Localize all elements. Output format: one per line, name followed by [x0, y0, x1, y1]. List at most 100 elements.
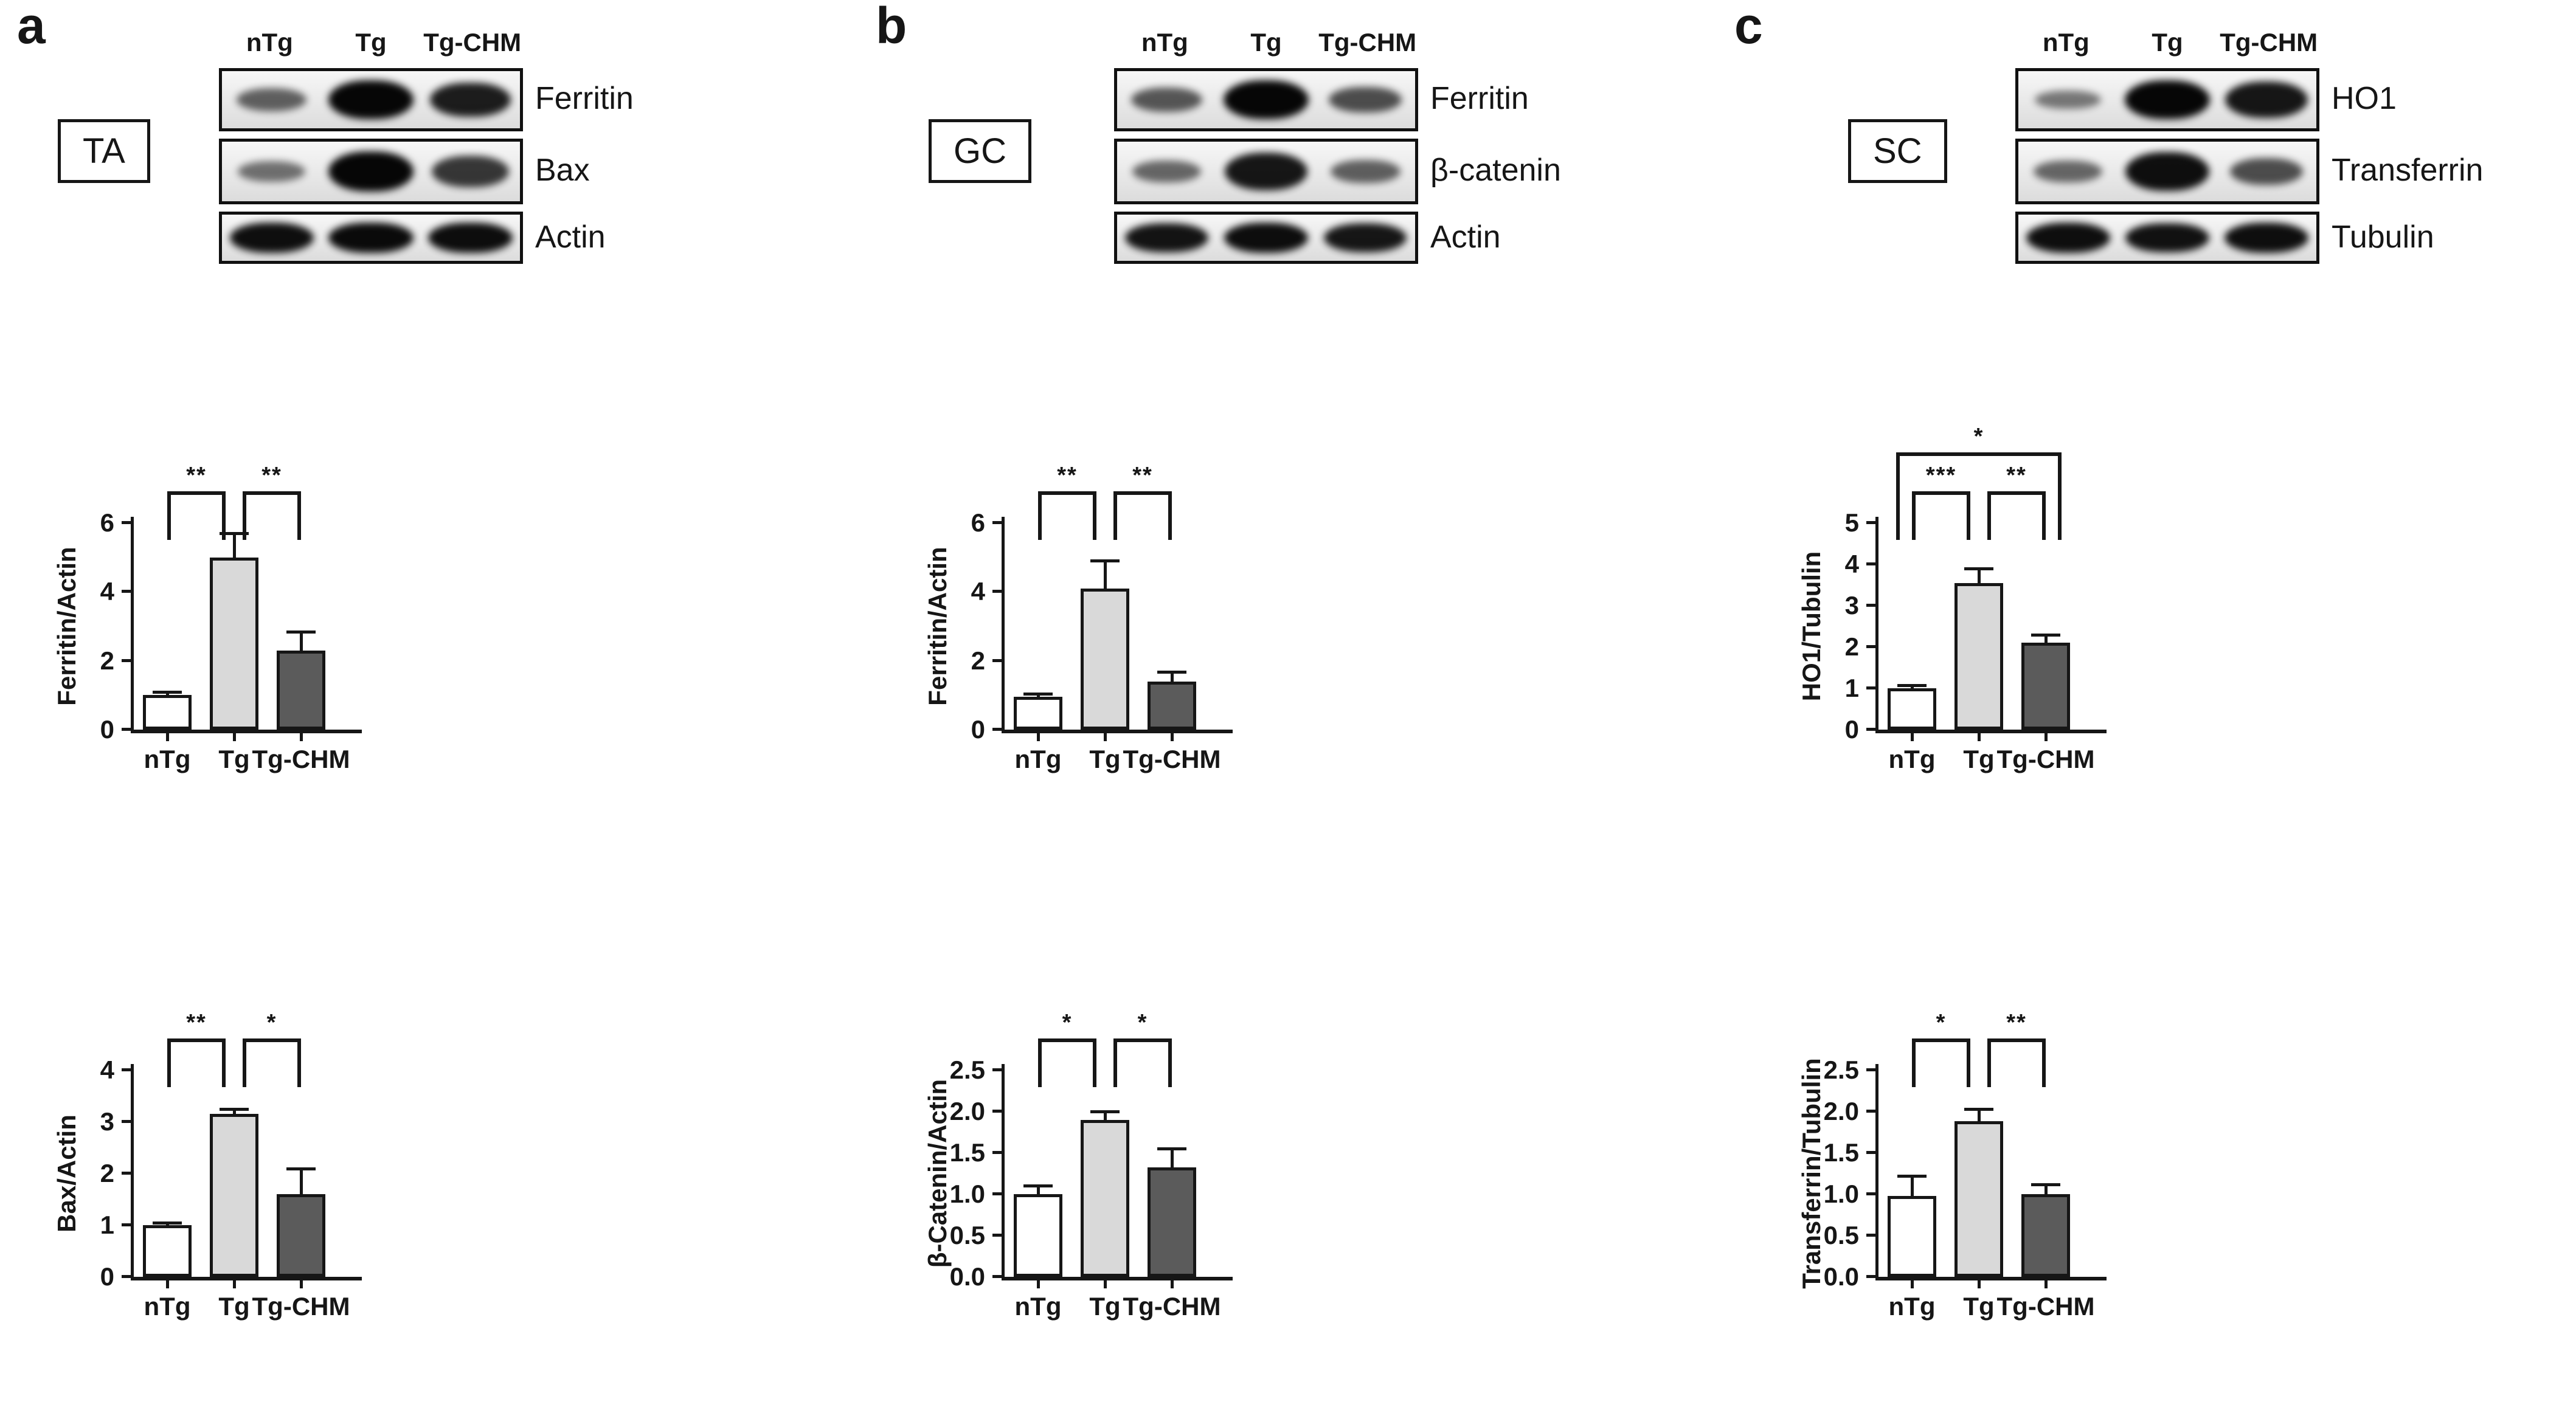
y-tick	[122, 1172, 131, 1175]
blot-band	[229, 223, 314, 253]
error-bar-cap	[1157, 1147, 1186, 1151]
x-tick	[300, 1280, 303, 1288]
y-tick	[992, 1275, 1002, 1278]
significance-bracket-leg	[1987, 491, 1991, 540]
blot-band	[328, 80, 414, 119]
blot-band	[2125, 151, 2210, 192]
y-tick-label: 1.0	[949, 1180, 985, 1208]
significance-stars: ***	[1925, 463, 1957, 488]
blot-band	[2225, 81, 2308, 118]
error-bar-cap	[2031, 633, 2060, 637]
lane-labels: nTg Tg Tg-CHM	[2015, 28, 2319, 57]
significance-bracket-leg	[1967, 1038, 1970, 1087]
y-tick-label: 0	[100, 715, 114, 744]
error-bar-cap	[1157, 670, 1186, 674]
x-category-label: Tg-CHM	[1123, 1292, 1221, 1321]
significance-bracket-leg	[222, 491, 226, 540]
y-tick	[1866, 686, 1875, 689]
blot-band	[1329, 87, 1402, 112]
blot-protein-label: Actin	[1430, 219, 1501, 255]
blot-lane	[2217, 142, 2316, 201]
y-tick-label: 2	[100, 646, 114, 675]
error-bar-cap	[220, 1107, 249, 1111]
tissue-label-box-gc: GC	[929, 119, 1031, 183]
error-bar-line	[1171, 671, 1174, 682]
significance-stars: *	[266, 1010, 277, 1035]
significance-bracket-leg	[1113, 491, 1117, 540]
x-category-label: nTg	[1014, 1292, 1062, 1321]
significance-bracket	[1912, 1038, 1970, 1042]
western-blot-ferritin-ta	[219, 68, 523, 131]
y-tick	[122, 1275, 131, 1278]
y-tick	[992, 1192, 1002, 1195]
blot-band	[2225, 223, 2309, 253]
significance-stars: *	[1973, 424, 1984, 449]
blot-lane	[421, 142, 520, 201]
blot-lane	[222, 142, 321, 201]
chart-ferritin-actin-gc: Ferritin/Actin 0 2 4 6 nTg Tg Tg-CHM ** **	[901, 444, 1290, 796]
significance-bracket	[1038, 1038, 1096, 1042]
y-tick-label: 0.5	[949, 1221, 985, 1249]
lane-labels: nTg Tg Tg-CHM	[219, 28, 523, 57]
lane-label-tg: Tg	[2152, 28, 2183, 57]
blot-band	[1324, 223, 1407, 252]
significance-bracket	[1896, 452, 2062, 456]
significance-bracket	[1113, 1038, 1172, 1042]
x-category-label: Tg-CHM	[1123, 745, 1221, 773]
bar	[1148, 681, 1196, 730]
blot-lane	[2018, 215, 2117, 261]
x-category-label: Tg	[1089, 1292, 1121, 1321]
error-bar-cap	[220, 532, 249, 535]
y-tick-label: 0	[1844, 715, 1859, 744]
y-axis-line	[131, 517, 134, 730]
x-category-label: Tg	[1963, 1292, 1995, 1321]
blot-band	[328, 222, 414, 254]
blot-lane	[2117, 142, 2217, 201]
x-axis-line	[1875, 730, 2107, 733]
lane-label-tg: Tg	[355, 28, 387, 57]
blot-band	[2034, 160, 2103, 183]
error-bar-line	[1978, 1108, 1981, 1122]
y-tick-label: 2	[1844, 632, 1859, 661]
blot-protein-label: β-catenin	[1430, 153, 1561, 188]
significance-bracket	[1987, 1038, 2046, 1042]
significance-stars: **	[1132, 463, 1153, 488]
blot-band	[1224, 222, 1309, 254]
x-category-label: Tg-CHM	[1996, 745, 2095, 773]
significance-bracket-leg	[167, 491, 171, 540]
y-tick-label: 2.5	[1823, 1056, 1859, 1084]
x-tick	[1104, 1280, 1107, 1288]
significance-bracket-leg	[1113, 1038, 1117, 1087]
y-tick	[992, 1234, 1002, 1237]
chart-ferritin-actin-ta: Ferritin/Actin 0 2 4 6 nTg Tg Tg-CHM ** **	[30, 444, 420, 796]
y-tick	[992, 1151, 1002, 1154]
panel-b: b nTg Tg Tg-CHM GC Ferritin β-catenin Ac…	[859, 0, 1717, 1427]
blot-band	[2026, 223, 2110, 253]
blot-lane	[421, 215, 520, 261]
y-tick-label: 0.0	[1823, 1262, 1859, 1291]
x-tick	[1037, 1280, 1040, 1288]
blot-lane	[222, 215, 321, 261]
blot-protein-label: Actin	[535, 219, 606, 255]
x-axis-line	[1002, 730, 1233, 733]
y-tick-label: 1	[1844, 674, 1859, 702]
x-category-label: nTg	[1014, 745, 1062, 773]
significance-bracket-leg	[2058, 452, 2062, 540]
x-category-label: Tg	[218, 745, 250, 773]
blot-band	[1223, 80, 1309, 119]
blot-protein-label: Bax	[535, 153, 590, 188]
significance-bracket-leg	[2042, 491, 2046, 540]
x-category-label: Tg	[1089, 745, 1121, 773]
y-tick-label: 1.5	[949, 1138, 985, 1167]
error-bar-cap	[1023, 692, 1053, 696]
tissue-label: GC	[954, 131, 1006, 171]
y-tick-label: 4	[1844, 550, 1859, 578]
bar	[1955, 1121, 2003, 1277]
blot-lane	[2217, 71, 2316, 128]
panel-a: a nTg Tg Tg-CHM TA Ferritin Bax Actin Fe…	[0, 0, 859, 1427]
y-tick-label: 0	[100, 1262, 114, 1291]
blot-band	[1330, 159, 1401, 184]
y-tick	[1866, 728, 1875, 731]
blot-lane	[1216, 71, 1315, 128]
significance-bracket-leg	[243, 1038, 246, 1087]
